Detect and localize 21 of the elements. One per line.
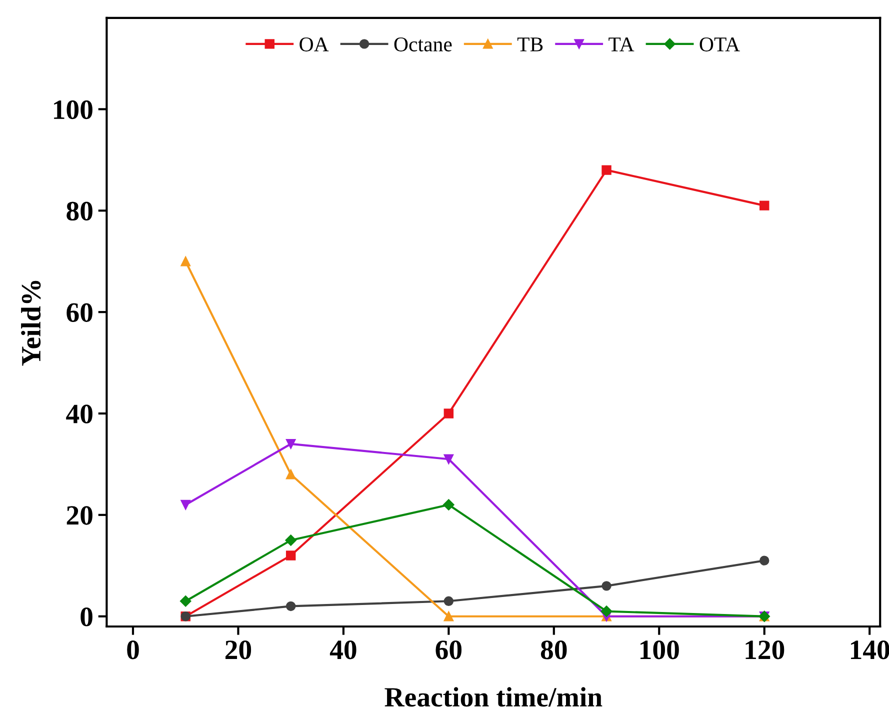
y-tick-label: 0: [80, 608, 92, 626]
x-tick-label: 100: [640, 640, 679, 660]
y-tick-label: 40: [66, 404, 92, 424]
y-tick-label: 20: [66, 506, 92, 525]
legend-label: OA: [300, 37, 329, 52]
x-tick-label: 60: [436, 640, 462, 660]
x-tick-label: 140: [850, 640, 889, 660]
x-tick-label: 0: [127, 640, 139, 660]
y-tick-label: 80: [66, 202, 92, 221]
y-axis-title: Yeild%: [21, 280, 41, 366]
y-tick-label: 60: [66, 303, 92, 322]
x-axis-title: Reaction time/min: [384, 687, 602, 707]
x-tick-label: 40: [330, 640, 356, 660]
x-tick-label: 80: [540, 640, 567, 660]
legend-label: Octane: [394, 37, 452, 52]
y-tick-label: 100: [54, 100, 92, 120]
x-tick-label: 120: [746, 640, 784, 660]
legend-label: TB: [517, 38, 543, 52]
legend-label: OTA: [700, 37, 740, 52]
x-tick-label: 20: [225, 640, 252, 660]
legend-label: TA: [608, 37, 634, 52]
